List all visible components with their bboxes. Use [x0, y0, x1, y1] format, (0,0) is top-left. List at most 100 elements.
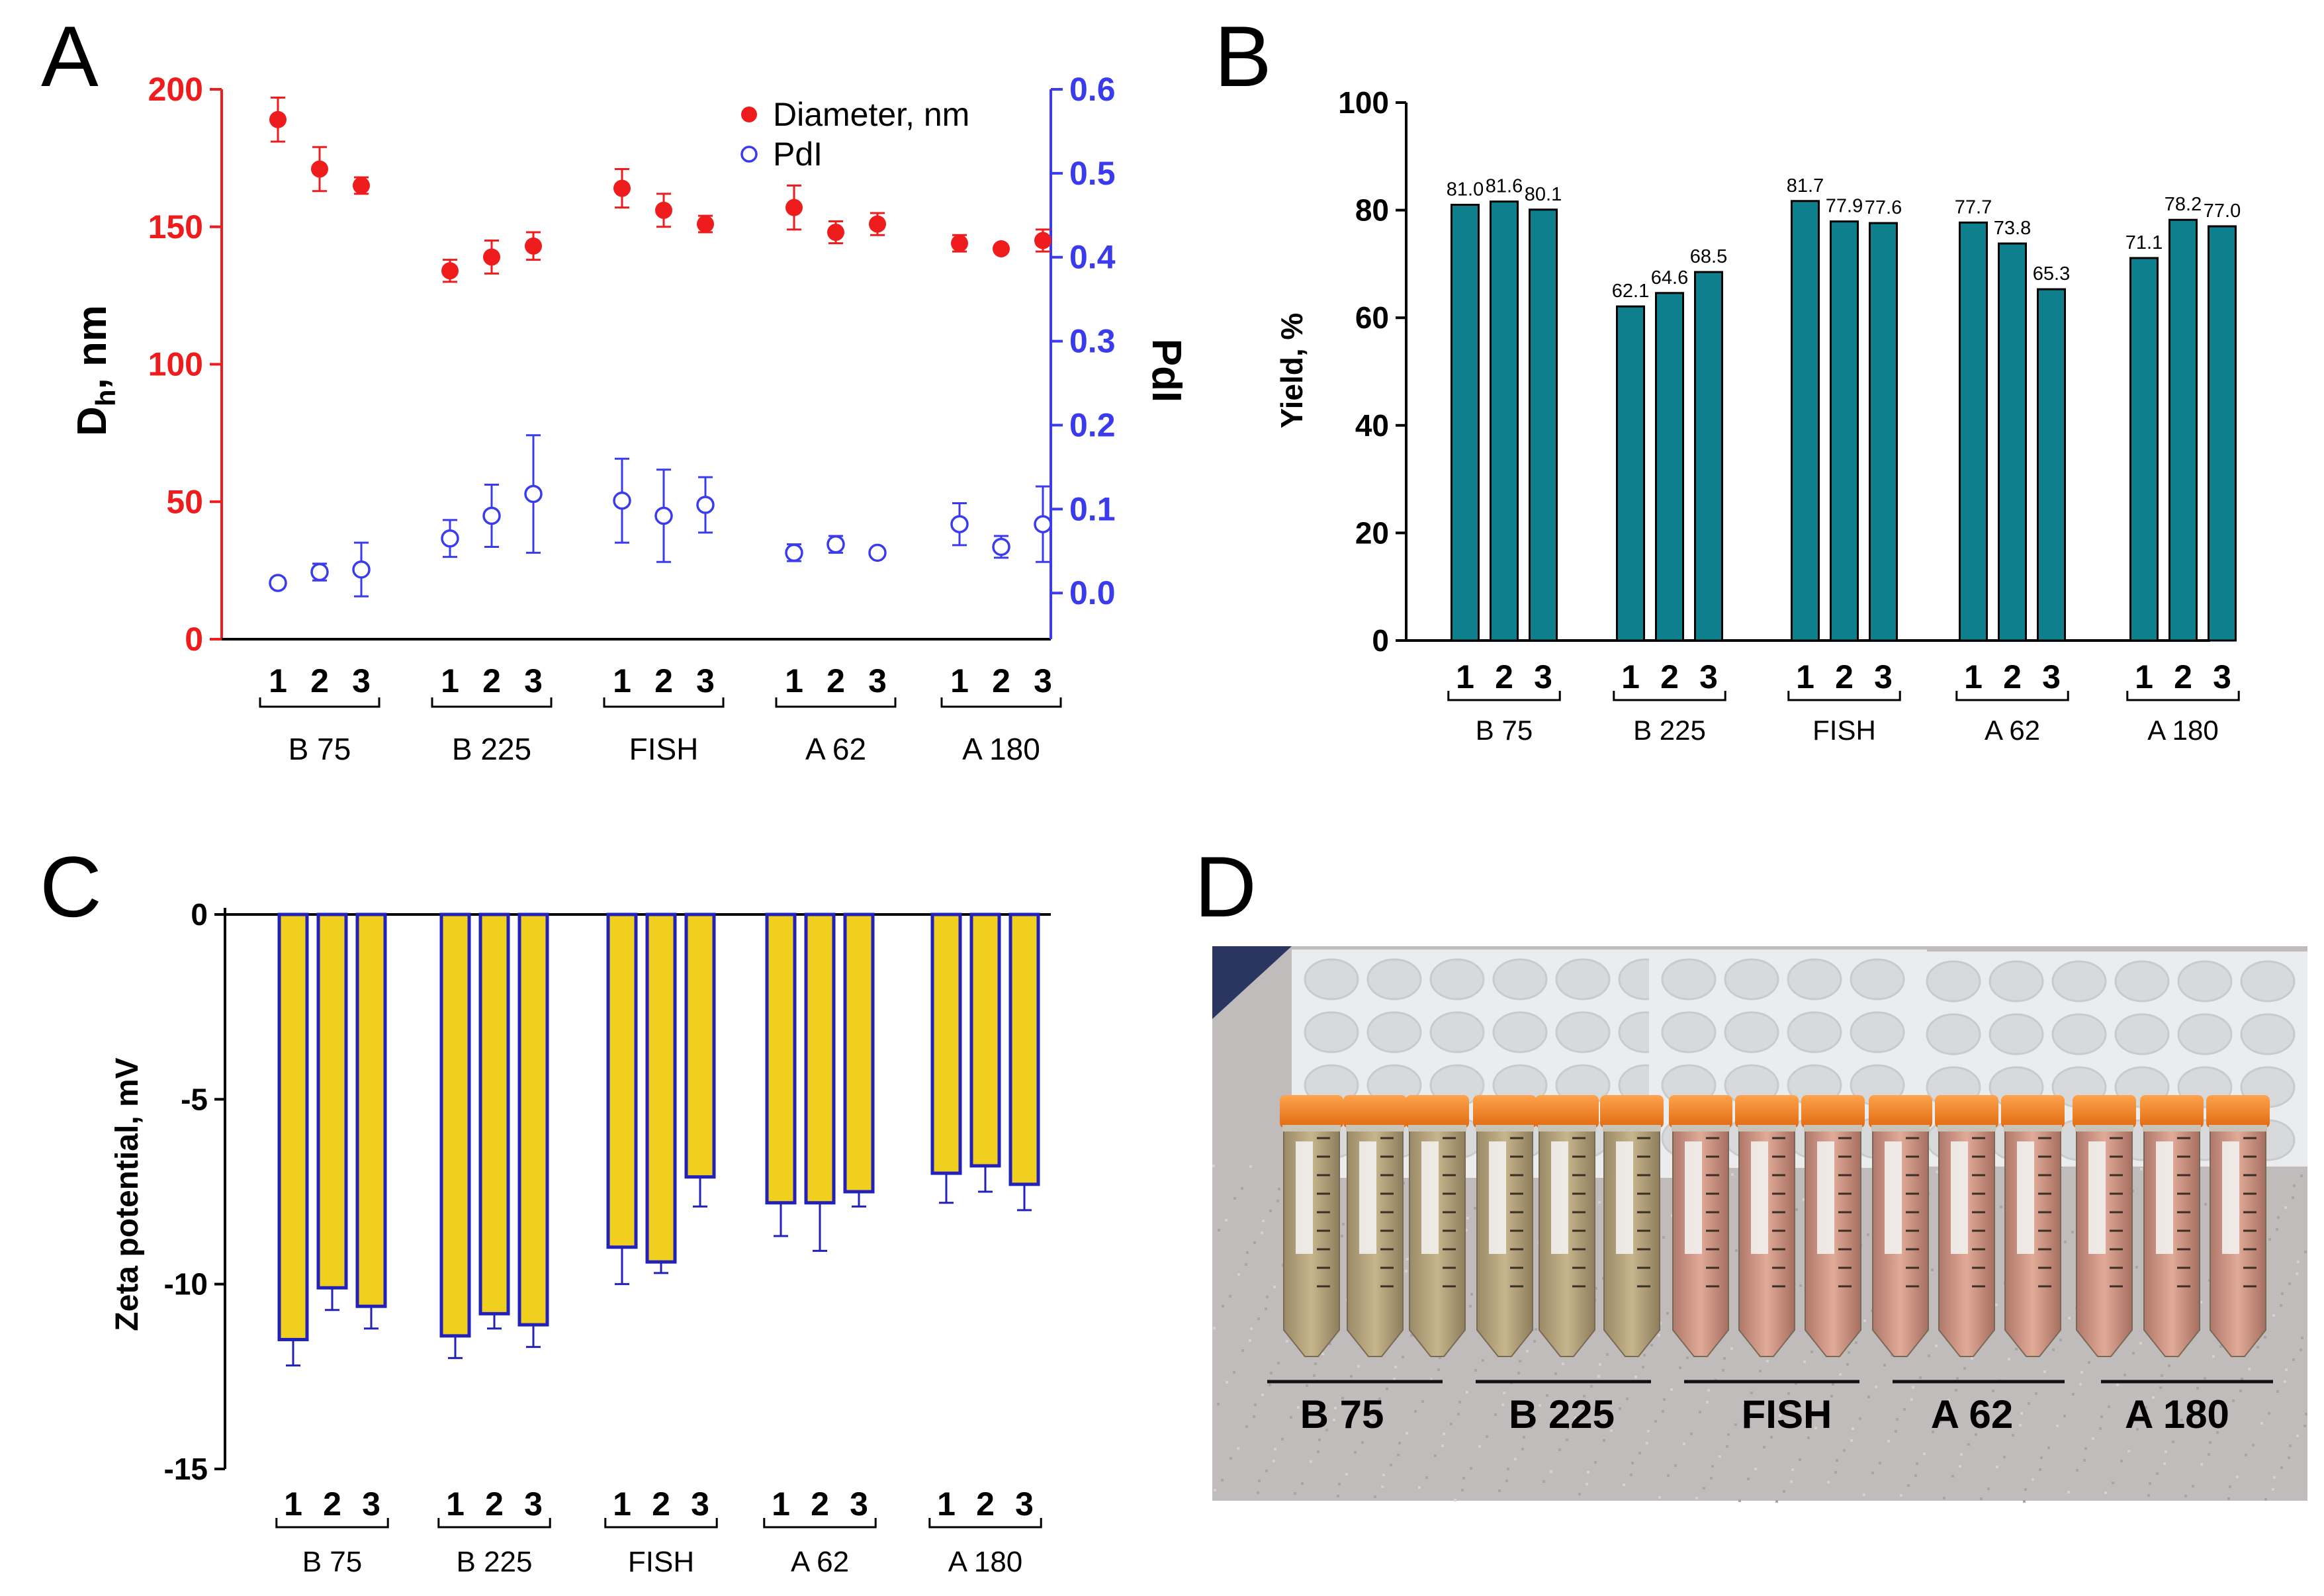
- yield-bar: [2129, 257, 2159, 642]
- bench-speckle: [2104, 1491, 2107, 1494]
- bench-speckle: [2296, 1272, 2298, 1275]
- yield-data-label: 68.5: [1690, 246, 1727, 267]
- pdi-point: [613, 491, 631, 510]
- bench-speckle: [1662, 1410, 1664, 1413]
- bench-speckle: [2163, 1462, 2166, 1465]
- panel-letter-c: C: [40, 838, 102, 935]
- bench-speckle: [2052, 1349, 2055, 1351]
- bench-speckle: [1754, 1468, 1757, 1470]
- bench-speckle: [2099, 1427, 2102, 1430]
- bench-speckle: [2023, 1500, 2026, 1503]
- yield-data-label: 81.6: [1486, 176, 1523, 197]
- yield-data-label: 78.2: [2165, 194, 2202, 215]
- diameter-point: [525, 237, 542, 255]
- bench-speckle: [2304, 1251, 2307, 1253]
- bench-speckle: [1514, 1458, 1517, 1460]
- bench-speckle: [1333, 1419, 1335, 1421]
- diameter-point: [613, 179, 631, 197]
- tube-neck: [2209, 1125, 2267, 1131]
- bench-speckle: [1465, 1229, 1468, 1231]
- zeta-bar: [355, 912, 387, 1308]
- bench-speckle: [1832, 1383, 1834, 1386]
- group-label: FISH: [629, 732, 699, 766]
- bench-speckle: [1397, 1454, 1400, 1456]
- replicate-label: 2: [1660, 658, 1679, 695]
- bench-speckle: [2012, 1434, 2014, 1437]
- right-y-tick-label: 0.0: [1069, 574, 1116, 611]
- replicate-label: 3: [524, 1485, 543, 1523]
- bench-speckle: [1439, 1356, 1441, 1359]
- yield-data-label: 71.1: [2125, 232, 2163, 253]
- bench-speckle: [1241, 1187, 1243, 1190]
- replicate-label: 2: [2174, 658, 2192, 695]
- bench-speckle: [1791, 1468, 1794, 1471]
- bench-speckle: [1482, 1359, 1484, 1362]
- y-tick-label: 0: [1372, 623, 1389, 658]
- tube-neck: [1282, 1125, 1341, 1131]
- diameter-point: [269, 111, 287, 128]
- tube-neck: [2075, 1125, 2133, 1131]
- bench-speckle: [1910, 1398, 1913, 1401]
- bench-speckle: [1213, 1327, 1216, 1329]
- bench-speckle: [2059, 1339, 2062, 1341]
- replicate-label: 2: [811, 1485, 829, 1523]
- replicate-label: 2: [485, 1485, 504, 1523]
- group-bracket: [431, 697, 553, 708]
- bench-speckle: [2284, 1206, 2287, 1209]
- bench-speckle: [1237, 1447, 1239, 1450]
- bench-speckle: [1277, 1362, 1280, 1364]
- group-bracket: [275, 1518, 389, 1529]
- bench-speckle: [2127, 1450, 2130, 1452]
- bench-speckle: [1462, 1477, 1465, 1480]
- y-tick-label: 80: [1355, 193, 1389, 228]
- y-tick-label: 0: [191, 897, 208, 932]
- bench-speckle: [1827, 1481, 1830, 1484]
- replicate-label: 1: [613, 1485, 631, 1523]
- replicate-label: 1: [269, 662, 287, 699]
- bench-speckle: [1597, 1375, 1600, 1378]
- pdi-point: [482, 506, 501, 525]
- zeta-bar: [804, 912, 836, 1205]
- yield-bar: [2168, 218, 2198, 642]
- bench-speckle: [2196, 1387, 2199, 1390]
- bench-speckle: [1735, 1249, 1738, 1252]
- bench-speckle: [1257, 1491, 1259, 1494]
- bench-speckle: [2056, 1425, 2059, 1427]
- group-bracket: [928, 1518, 1042, 1529]
- y-label-main: D: [69, 406, 115, 436]
- pdi-point: [441, 529, 459, 548]
- bench-speckle: [1470, 1467, 1472, 1470]
- bench-speckle: [2301, 1337, 2303, 1339]
- bench-speckle: [1836, 1459, 1838, 1462]
- bench-speckle: [1747, 1478, 1750, 1480]
- bench-speckle: [2064, 1241, 2067, 1243]
- bench-speckle: [1996, 1466, 1998, 1468]
- tube-cap: [2001, 1095, 2065, 1128]
- bench-speckle: [1258, 1480, 1261, 1482]
- bench-speckle: [1437, 1368, 1440, 1371]
- bench-speckle: [1650, 1344, 1653, 1347]
- bench-speckle: [1273, 1460, 1275, 1462]
- bench-speckle: [1378, 1397, 1381, 1400]
- replicate-label: 3: [1534, 658, 1552, 695]
- rack-well: [1661, 1011, 1717, 1053]
- group-label: FISH: [628, 1546, 694, 1578]
- bench-speckle: [1226, 1381, 1228, 1384]
- pdi-point: [269, 574, 287, 592]
- bench-speckle: [2305, 1413, 2307, 1415]
- tube-cap: [2206, 1095, 2270, 1128]
- bench-speckle: [1590, 1385, 1593, 1388]
- bench-speckle: [1603, 1439, 1605, 1442]
- bench-speckle: [2236, 1476, 2239, 1478]
- tube-cap: [1406, 1095, 1469, 1128]
- bench-speckle: [1354, 1451, 1357, 1454]
- panel-letter-d: D: [1194, 838, 1257, 935]
- bench-speckle: [2239, 1390, 2242, 1392]
- bench-speckle: [2092, 1437, 2094, 1440]
- tube-cap: [1735, 1095, 1799, 1128]
- group-bracket: [1447, 691, 1561, 701]
- yield-bar: [1616, 305, 1645, 642]
- bench-speckle: [1261, 1394, 1264, 1396]
- bench-speckle: [2136, 1428, 2139, 1431]
